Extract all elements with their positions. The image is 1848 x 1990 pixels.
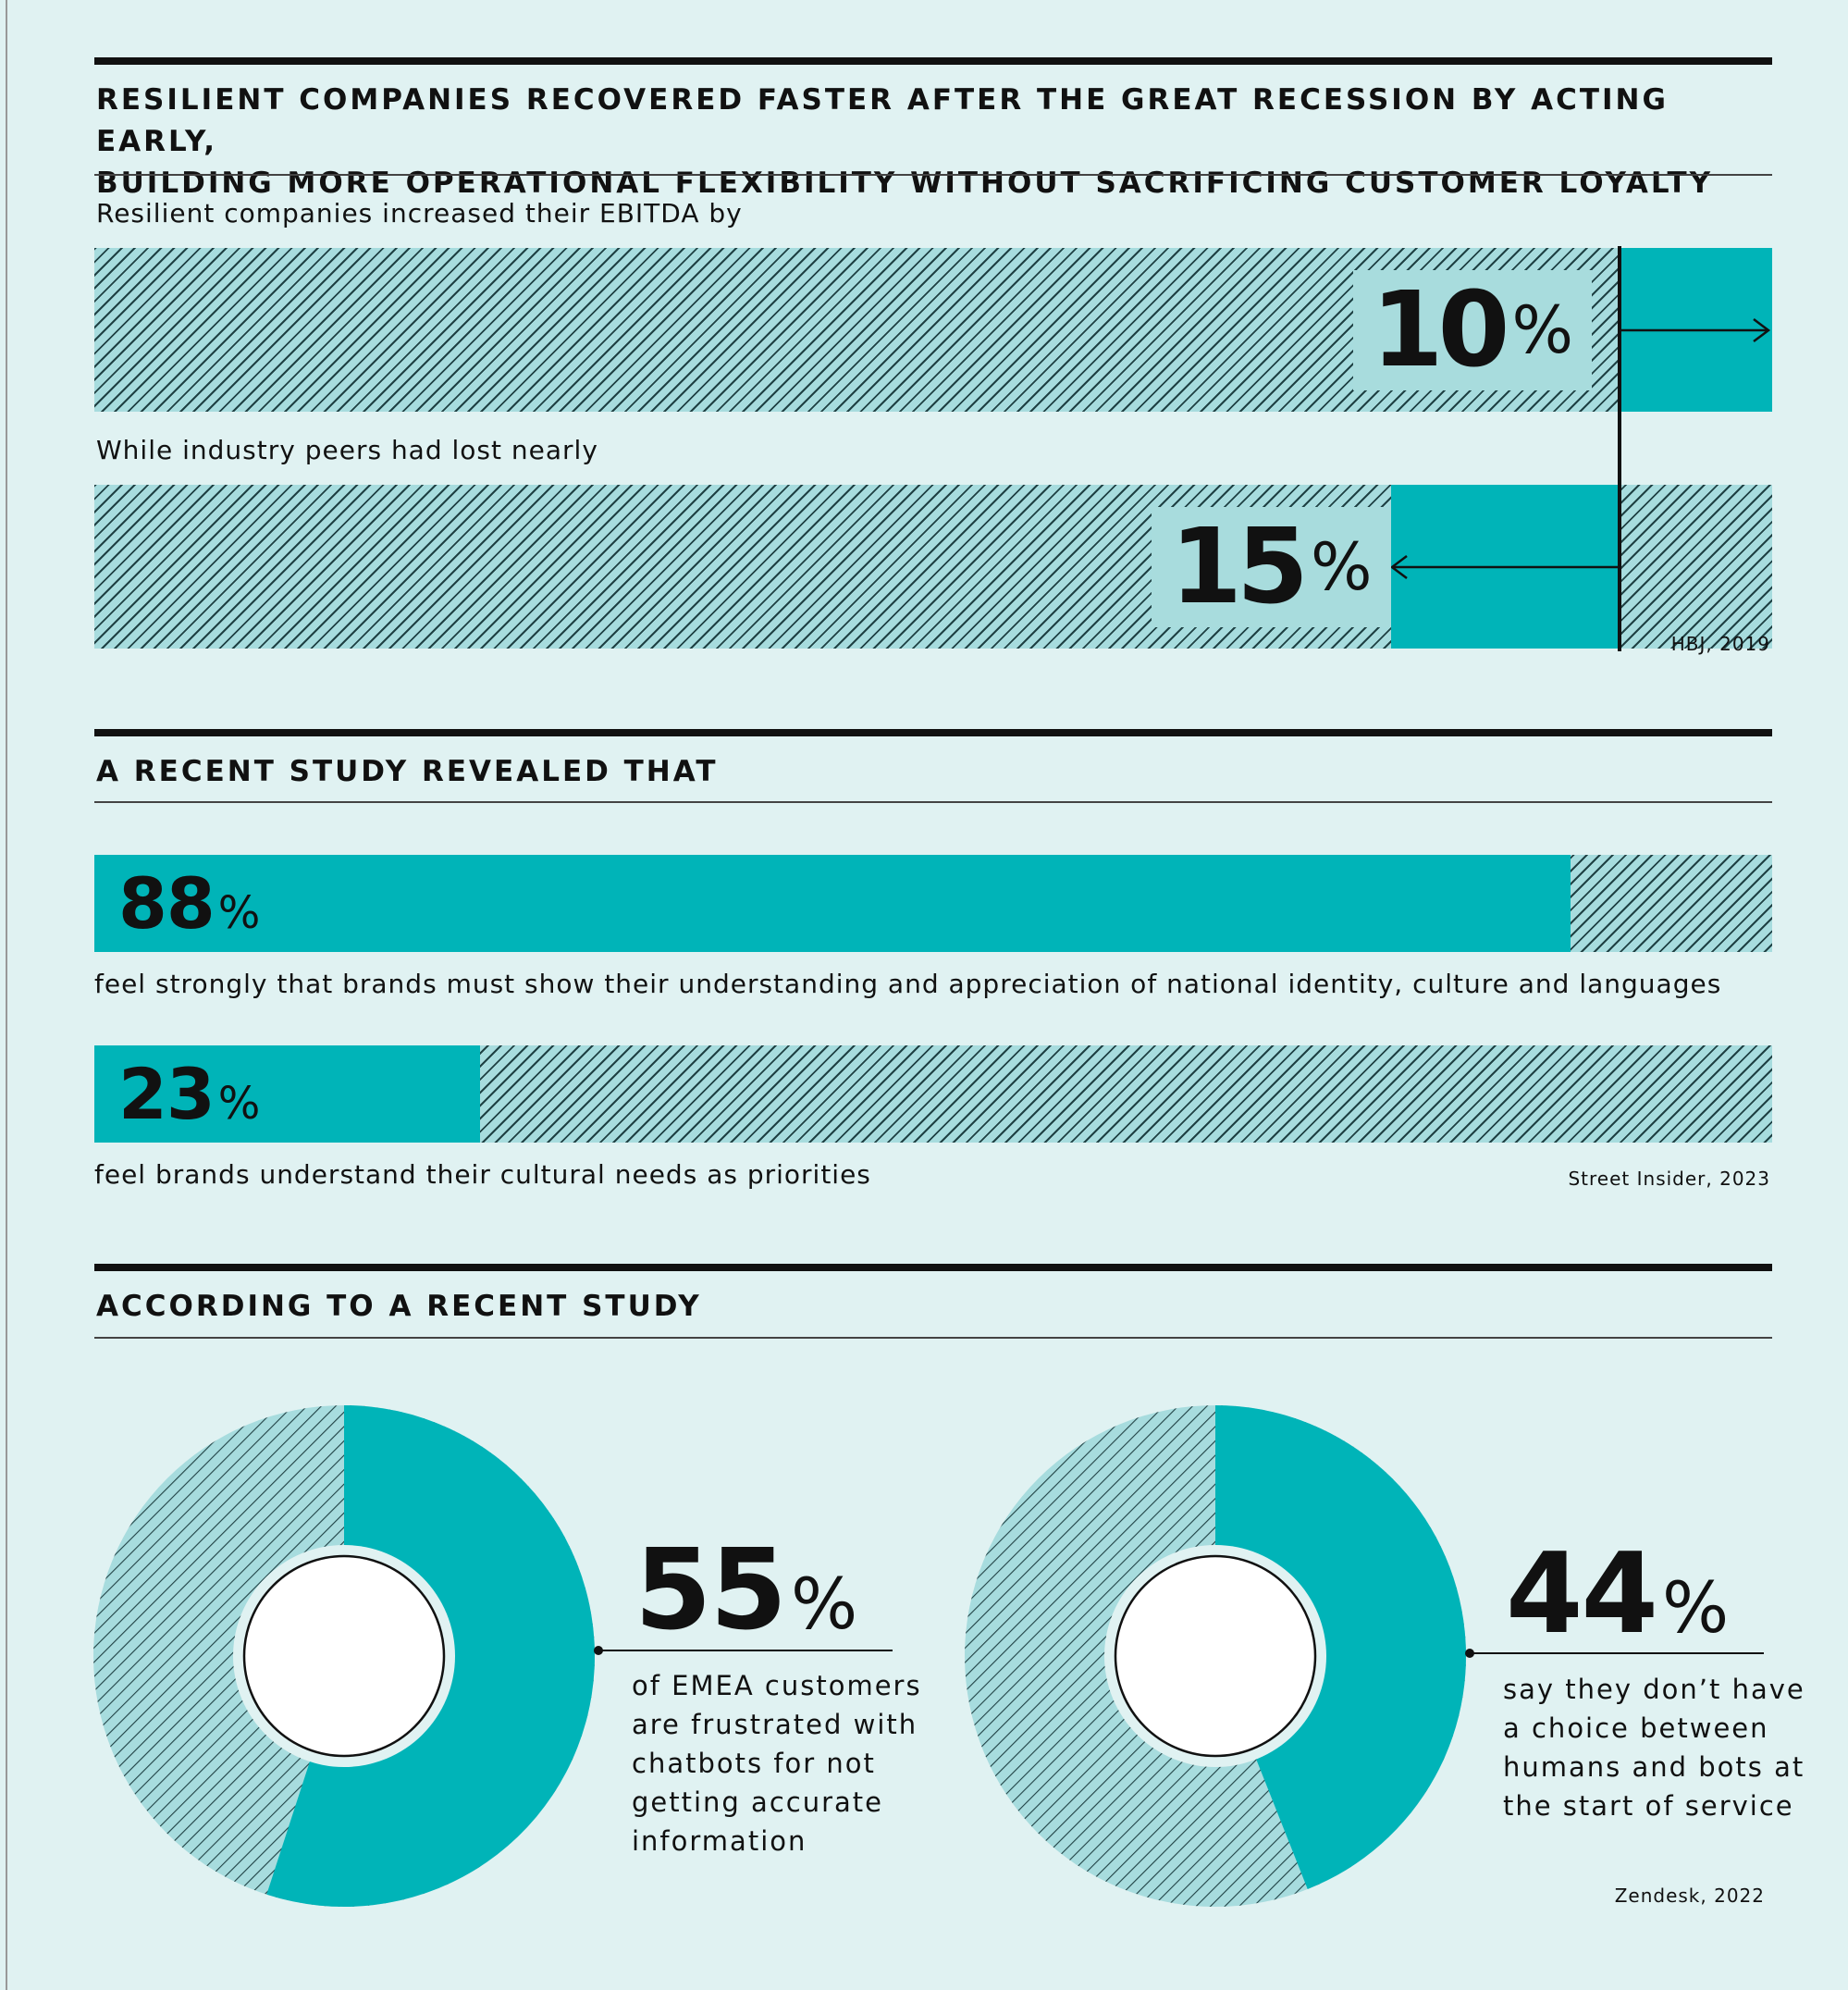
peers-loss-unit: % (1310, 529, 1373, 605)
cultural-needs-caption: feel brands understand their cultural ne… (94, 1159, 871, 1190)
no-choice-number: 44 (1506, 1530, 1658, 1659)
ebitda-increase-label: Resilient companies increased their EBIT… (96, 198, 743, 229)
ebitda-increase-unit: % (1511, 292, 1573, 368)
section3-source: Zendesk, 2022 (1614, 1885, 1765, 1907)
no-choice-donut (965, 1405, 1467, 1907)
section1-top-rule (94, 57, 1772, 65)
frustrated-chatbots-value: 55% (634, 1536, 857, 1647)
national-identity-unit: % (217, 886, 261, 939)
section1-heading: RESILIENT COMPANIES RECOVERED FASTER AFT… (96, 83, 1714, 200)
section3-heading: ACCORDING TO A RECENT STUDY (96, 1290, 702, 1323)
frustrated-chatbots-desc: of EMEA customers are frustrated with ch… (632, 1670, 922, 1857)
national-identity-fill (94, 855, 1571, 952)
donut1-hole (242, 1554, 446, 1758)
ebitda-increase-number: 10 (1371, 270, 1510, 390)
cultural-needs-unit: % (217, 1077, 261, 1130)
donut1-leader-line (598, 1650, 893, 1651)
cultural-needs-number: 23 (118, 1052, 216, 1135)
arrow-left-icon (1390, 555, 1620, 579)
national-identity-caption: feel strongly that brands must show thei… (94, 969, 1722, 999)
no-choice-value: 44% (1506, 1539, 1729, 1650)
national-identity-number: 88 (118, 861, 216, 945)
ebitda-increase-value: 10% (1352, 270, 1592, 390)
section3-top-rule (94, 1264, 1772, 1271)
arrow-right-icon (1620, 318, 1771, 342)
donut2-hole (1114, 1554, 1317, 1758)
national-identity-value: 88% (118, 868, 261, 939)
ebitda-increase-bar: 10% (94, 248, 1772, 412)
frustrated-chatbots-donut (93, 1405, 595, 1907)
peers-loss-number: 15 (1170, 507, 1309, 627)
donut2-value-segment (1215, 1405, 1467, 1889)
cultural-needs-value: 23% (118, 1058, 261, 1130)
section2-source: Street Insider, 2023 (1568, 1168, 1770, 1190)
no-choice-desc: say they don’t have a choice between hum… (1503, 1674, 1805, 1822)
national-identity-bar: 88% (94, 855, 1772, 952)
section1-source: HBJ, 2019 (1670, 633, 1770, 655)
section1-heading-rule (94, 174, 1772, 176)
section2-heading: A RECENT STUDY REVEALED THAT (96, 755, 719, 788)
section2-top-rule (94, 729, 1772, 736)
no-choice-unit: % (1662, 1566, 1730, 1649)
peers-loss-value: 15% (1152, 507, 1391, 627)
section3-heading-rule (94, 1337, 1772, 1339)
section2-heading-rule (94, 801, 1772, 803)
donut2-leader-line (1470, 1652, 1764, 1654)
page-left-border (6, 0, 7, 1990)
frustrated-chatbots-number: 55 (634, 1526, 787, 1655)
baseline-vertical-line (1618, 246, 1621, 651)
frustrated-chatbots-unit: % (791, 1563, 858, 1645)
peers-loss-label: While industry peers had lost nearly (96, 435, 598, 465)
cultural-needs-fill (94, 1045, 481, 1143)
cultural-needs-bar: 23% (94, 1045, 1772, 1143)
